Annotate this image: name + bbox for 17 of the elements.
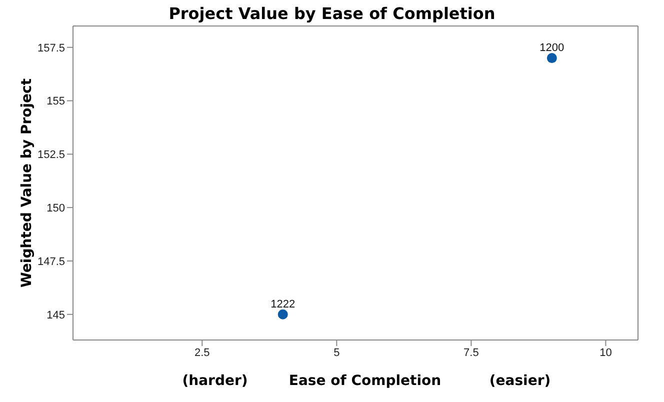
text: (easier)	[489, 373, 551, 389]
chart-title: Project Value by Ease of Completion	[168, 4, 496, 23]
annotation: 1200	[540, 42, 564, 54]
y-tick-label: 157.5	[37, 42, 65, 54]
x-axis-title: Ease of Completion	[288, 373, 442, 389]
y-tick-label: 155	[46, 96, 65, 108]
x-tick-label: 7.5	[464, 346, 479, 359]
annotation: 1222	[270, 298, 296, 310]
y-tick-label: 147.5	[37, 256, 65, 268]
y-tick-label: 150	[46, 202, 65, 214]
y-tick-label: 145	[46, 309, 65, 322]
y-tick-label: 152.5	[37, 149, 65, 162]
text: (harder)	[182, 373, 248, 389]
x-tick-label: 10	[600, 346, 612, 359]
y-axis-title: Weighted Value by Project	[19, 78, 35, 288]
x-tick-label: 5	[334, 346, 340, 359]
x-tick-label: 2.5	[194, 346, 210, 359]
